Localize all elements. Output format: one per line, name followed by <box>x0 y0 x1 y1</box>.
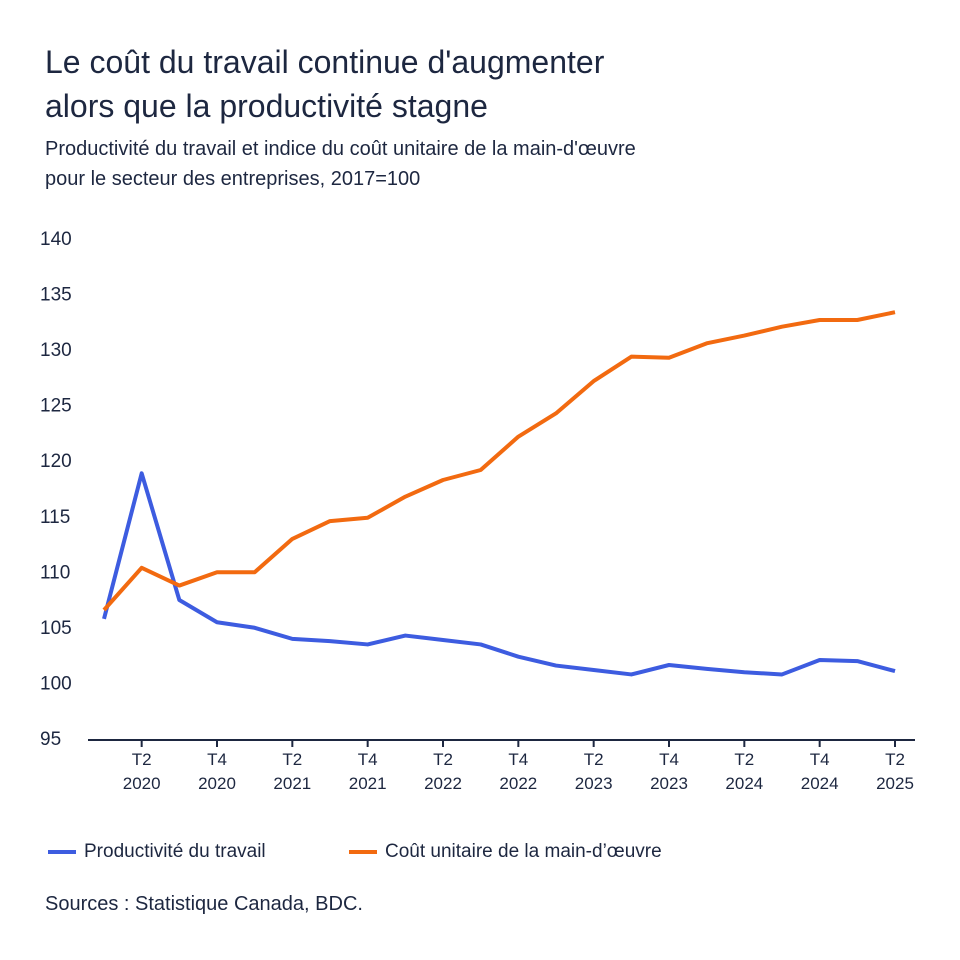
x-tick-label: T4 2023 <box>650 750 688 793</box>
source-note: Sources : Statistique Canada, BDC. <box>45 893 363 915</box>
x-tick-label: T2 2020 <box>122 750 161 793</box>
y-tick-label: 95 <box>40 729 61 750</box>
x-tick-label: T4 2020 <box>198 750 236 793</box>
x-tick-label: T2 2023 <box>574 750 613 793</box>
y-tick-label: 130 <box>40 340 72 361</box>
y-tick-label: 115 <box>40 507 70 528</box>
y-tick-label: 140 <box>40 229 72 250</box>
x-tick-label: T4 2021 <box>348 750 387 793</box>
series-line <box>102 471 896 677</box>
x-tick-label: T2 2021 <box>273 750 312 793</box>
y-tick-label: 105 <box>40 618 72 639</box>
x-tick-label: T2 2024 <box>725 750 764 793</box>
series-line <box>102 310 896 612</box>
legend-label: Coût unitaire de la main-d’œuvre <box>385 841 662 862</box>
chart-subtitle: Productivité du travail et indice du coû… <box>45 138 636 190</box>
y-tick-label: 100 <box>40 673 72 694</box>
chart-title: Le coût du travail continue d'augmenter … <box>45 44 605 124</box>
legend-label: Productivité du travail <box>84 841 266 862</box>
y-tick-label: 135 <box>40 285 72 306</box>
x-tick-label: T2 2025 <box>876 750 914 793</box>
x-tick-label: T4 2024 <box>800 750 839 793</box>
y-tick-label: 110 <box>40 562 70 583</box>
y-tick-label: 120 <box>40 451 72 472</box>
x-tick-label: T2 2022 <box>424 750 462 793</box>
x-tick-label: T4 2022 <box>499 750 538 793</box>
y-tick-label: 125 <box>40 396 72 417</box>
